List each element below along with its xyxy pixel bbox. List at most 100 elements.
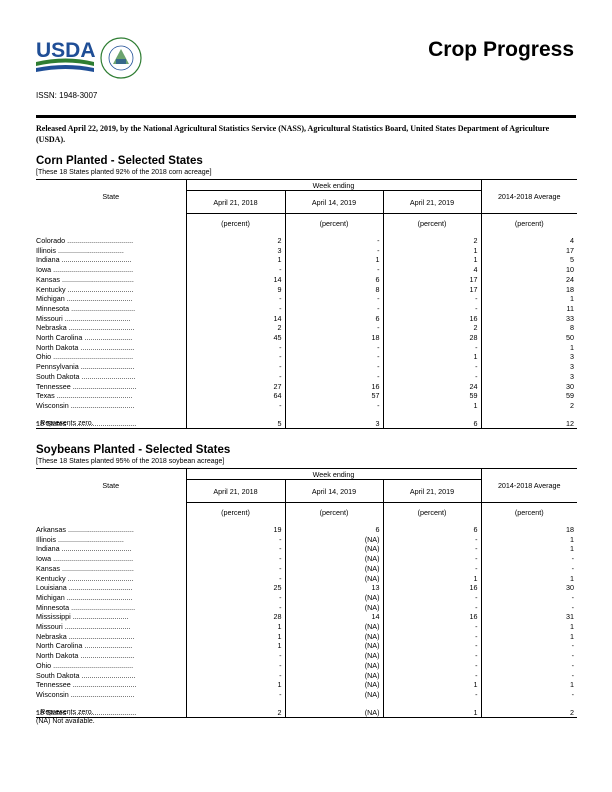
state-name: Kentucky	[36, 284, 66, 294]
table-cell: 59	[480, 391, 577, 401]
corn-section-note: [These 18 States planted 92% of the 2018…	[36, 169, 212, 176]
table-row: Ohio ...................................…	[36, 352, 577, 363]
state-name: Pennsylvania	[36, 362, 79, 372]
table-cell: 1	[382, 680, 481, 690]
state-name: Michigan	[36, 592, 65, 602]
table-cell: 24	[480, 274, 577, 285]
table-row: Ohio ...................................…	[36, 660, 577, 671]
table-cell: -	[284, 362, 383, 372]
table-cell: 25	[185, 583, 285, 593]
table-cell: 1	[480, 342, 577, 353]
table-cell: 1	[480, 294, 577, 304]
table-cell: 6	[382, 525, 481, 535]
corn-table: State Week ending 2014-2018 Average April 2…	[36, 179, 577, 430]
state-name: Kentucky	[36, 573, 66, 583]
total-cell: 5	[185, 418, 285, 430]
state-name: Indiana	[36, 544, 60, 554]
table-cell: -	[185, 342, 285, 353]
table-cell: 14	[284, 612, 383, 623]
table-cell: -	[185, 534, 285, 545]
nass-seal-icon	[100, 37, 142, 79]
header-rule	[36, 115, 576, 118]
table-row: Louisiana ..............................…	[36, 583, 577, 593]
table-row: Illinois ...............................…	[36, 245, 577, 256]
table-cell: -	[382, 563, 481, 574]
table-cell: -	[185, 573, 285, 584]
soy-footnotes: - Represents zero. (NA) Not available.	[36, 708, 95, 726]
table-cell: 17	[382, 274, 481, 285]
table-cell: 1	[480, 534, 577, 545]
week-column-header: April 21, 2019	[382, 479, 482, 503]
state-name: Ohio	[36, 352, 52, 362]
table-row: North Carolina ........................ 1…	[36, 641, 577, 652]
table-cell: 1	[382, 352, 481, 363]
state-name: Arkansas	[36, 525, 66, 534]
state-name: Tennessee	[36, 381, 71, 391]
table-cell: -	[185, 371, 285, 382]
table-cell: 27	[185, 381, 285, 392]
table-cell: -	[284, 265, 383, 275]
table-cell: (NA)	[284, 554, 383, 564]
table-cell: 1	[185, 641, 285, 652]
table-cell: -	[480, 602, 577, 613]
table-cell: 5	[480, 255, 577, 266]
table-cell: -	[382, 554, 481, 564]
week-column-header: April 21, 2018	[185, 190, 285, 214]
table-cell: -	[185, 352, 285, 363]
footnote: - Represents zero.	[36, 420, 94, 427]
week-column-header: April 14, 2019	[284, 190, 383, 214]
total-cell: 1	[382, 707, 481, 719]
table-cell: (NA)	[284, 602, 383, 613]
table-cell: 3	[185, 245, 285, 256]
table-row: Kansas .................................…	[36, 563, 577, 574]
table-cell: (NA)	[284, 680, 383, 690]
table-cell: 3	[480, 362, 577, 372]
table-cell: -	[382, 544, 481, 555]
issn: ISSN: 1948-3007	[36, 91, 98, 100]
corn-section-title: Corn Planted - Selected States	[36, 155, 203, 167]
corn-footnotes: - Represents zero.	[36, 419, 94, 428]
table-row: Nebraska ...............................…	[36, 323, 577, 334]
table-cell: -	[284, 371, 383, 382]
state-name: Missouri	[36, 622, 63, 632]
table-cell: -	[185, 689, 285, 700]
state-name: Kansas	[36, 563, 60, 573]
table-cell: (NA)	[284, 641, 383, 652]
table-cell: -	[185, 670, 285, 681]
table-cell: 6	[284, 274, 383, 285]
release-statement: Released April 22, 2019, by the National…	[36, 124, 550, 144]
table-row: Missouri ...............................…	[36, 622, 577, 632]
table-cell: 57	[284, 391, 383, 401]
week-column-header: April 21, 2018	[185, 479, 285, 503]
table-cell: 45	[185, 333, 285, 343]
total-label: 18 States	[36, 418, 67, 428]
table-cell: -	[382, 622, 481, 632]
soy-table: State Week ending 2014-2018 Average April 2…	[36, 468, 577, 719]
table-row: Mississippi ............................…	[36, 612, 577, 623]
table-cell: -	[284, 323, 383, 334]
table-cell: 28	[382, 333, 481, 343]
table-cell: -	[382, 631, 481, 642]
table-row: Iowa ...................................…	[36, 265, 577, 275]
page-title: Crop Progress	[428, 38, 574, 61]
table-cell: -	[382, 371, 481, 382]
state-name: Michigan	[36, 294, 65, 304]
week-column-header: April 21, 2019	[382, 190, 482, 214]
state-name: North Carolina	[36, 333, 83, 343]
table-cell: -	[185, 303, 285, 314]
state-name: Mississippi	[36, 612, 71, 622]
table-cell: (NA)	[284, 534, 383, 545]
table-cell: -	[284, 400, 383, 411]
total-row: 18 States ..............................…	[36, 707, 577, 719]
table-row: North Dakota ...........................…	[36, 342, 577, 353]
table-cell: -	[185, 563, 285, 574]
footnote: (NA) Not available.	[36, 718, 95, 725]
table-cell: -	[382, 602, 481, 613]
table-cell: -	[185, 294, 285, 304]
table-cell: 11	[480, 303, 577, 314]
table-row: Michigan ...............................…	[36, 294, 577, 304]
table-row: Indiana ................................…	[36, 255, 577, 266]
table-cell: -	[382, 303, 481, 314]
table-cell: -	[185, 651, 285, 661]
table-cell: 30	[480, 583, 577, 593]
